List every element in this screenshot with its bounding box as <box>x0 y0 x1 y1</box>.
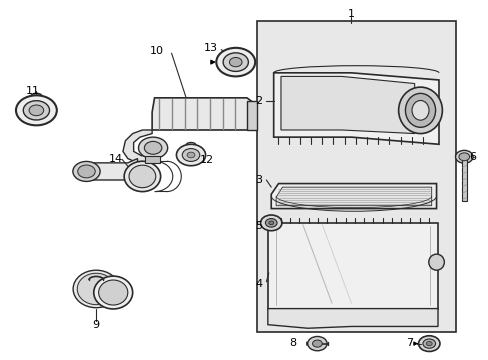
Polygon shape <box>152 98 251 130</box>
Circle shape <box>16 95 57 125</box>
Circle shape <box>426 342 431 346</box>
Bar <box>246 102 256 130</box>
Ellipse shape <box>77 273 115 305</box>
Circle shape <box>229 58 242 67</box>
Polygon shape <box>281 76 414 134</box>
Bar <box>256 21 455 332</box>
Text: 10: 10 <box>150 46 163 57</box>
Text: 13: 13 <box>203 43 217 53</box>
Circle shape <box>182 149 200 161</box>
Text: 1: 1 <box>347 9 354 19</box>
Circle shape <box>78 165 95 178</box>
Ellipse shape <box>73 270 119 308</box>
Text: 11: 11 <box>26 86 40 96</box>
Circle shape <box>418 336 439 351</box>
Circle shape <box>312 340 322 347</box>
Circle shape <box>144 141 162 154</box>
Text: 7: 7 <box>406 338 412 347</box>
Polygon shape <box>271 184 436 208</box>
Text: 4: 4 <box>255 279 262 289</box>
Ellipse shape <box>94 276 132 309</box>
Polygon shape <box>273 73 438 144</box>
Text: 9: 9 <box>92 320 100 330</box>
Circle shape <box>138 137 167 158</box>
Text: 14: 14 <box>108 154 122 163</box>
Text: 5: 5 <box>255 221 262 231</box>
Ellipse shape <box>398 87 442 134</box>
Bar <box>145 156 160 163</box>
Circle shape <box>176 144 205 166</box>
Circle shape <box>23 101 49 120</box>
Text: 8: 8 <box>289 338 296 347</box>
Ellipse shape <box>428 254 444 270</box>
Circle shape <box>216 48 255 76</box>
Text: 6: 6 <box>468 152 475 162</box>
Text: 12: 12 <box>199 156 213 165</box>
Ellipse shape <box>124 161 160 192</box>
Circle shape <box>260 215 282 231</box>
Polygon shape <box>267 309 437 328</box>
Circle shape <box>73 161 100 181</box>
Circle shape <box>265 219 277 227</box>
Bar <box>461 158 466 202</box>
Ellipse shape <box>411 100 428 120</box>
Circle shape <box>29 105 43 116</box>
Circle shape <box>268 221 273 225</box>
Text: 3: 3 <box>255 175 262 185</box>
Polygon shape <box>122 130 152 163</box>
Circle shape <box>223 53 248 71</box>
Circle shape <box>307 337 326 351</box>
Circle shape <box>458 153 468 161</box>
Ellipse shape <box>405 93 435 127</box>
Text: 2: 2 <box>255 96 262 107</box>
Ellipse shape <box>99 280 127 305</box>
Polygon shape <box>267 223 437 309</box>
Circle shape <box>422 339 435 348</box>
Circle shape <box>187 152 195 158</box>
Ellipse shape <box>129 165 156 188</box>
Polygon shape <box>276 187 431 206</box>
Circle shape <box>455 150 472 163</box>
Polygon shape <box>89 158 137 180</box>
